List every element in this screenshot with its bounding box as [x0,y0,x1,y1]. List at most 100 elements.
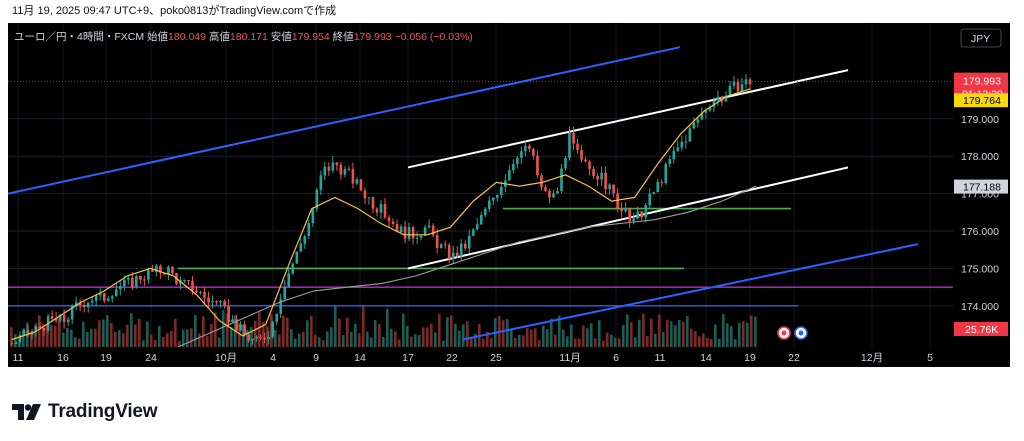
candle-body [532,148,535,156]
volume-bar [90,328,93,347]
candle-body [467,235,471,249]
legend-open: 180.049 [168,31,206,43]
time-tick-label: 11 [655,352,666,364]
price-chart[interactable]: 174.000175.000176.000177.000178.000179.0… [8,23,1010,367]
volume-bar [550,318,553,347]
volume-bar [574,338,577,347]
volume-bar [510,328,513,347]
volume-bar [202,316,205,347]
candle-body [371,197,375,209]
volume-bar [342,335,345,347]
volume-bar [414,334,417,347]
volume-bar [722,314,725,347]
volume-bar [634,337,637,347]
candle-body [516,157,519,165]
volume-bar [750,315,753,347]
volume-bar [358,333,361,347]
volume-bar [594,338,597,347]
volume-bar [18,338,21,347]
candle-body [367,197,371,199]
volume-bar [70,329,73,347]
moving-averages [11,88,757,348]
volume-bars [10,305,757,347]
chart-panel[interactable]: 174.000 175.000 176.000 177.000 178.000 179.0… [8,23,1010,367]
volume-bar [318,337,321,347]
candle-body [251,338,254,341]
candle-body [628,208,631,222]
volume-bar [370,337,373,347]
volume-bar [506,319,509,347]
volume-bar [74,337,77,347]
time-tick-label: 10月 [215,352,237,364]
volume-bar [150,334,153,347]
candle-body [391,221,395,224]
volume-bar [270,314,273,347]
candle-body [279,299,283,314]
volume-bar [678,319,681,347]
candle-body [592,168,595,176]
candle-body [114,289,118,297]
candle-body [676,147,680,151]
volume-bar [86,331,89,347]
candle-body [283,286,287,300]
candle-body [419,235,423,238]
candle-body [110,296,114,299]
volume-bar [122,333,125,347]
currency-button[interactable] [960,28,1002,48]
candle-body [580,149,583,160]
candle-body [299,243,303,252]
volume-bar [190,328,193,347]
volume-bar [674,325,677,347]
candle-body [712,100,716,108]
candle-body [492,197,495,201]
candle-body [524,145,527,152]
candle-body [652,192,656,194]
candle-body [183,279,186,281]
volume-bar [666,319,669,347]
price-axis[interactable]: 174.000175.000176.000177.000178.000179.0… [8,23,1010,367]
candle-body [520,151,523,158]
volume-bar [694,330,697,347]
candle-body [239,324,242,331]
ohlc-legend: ユーロ／円・4時間・FXCM 始値180.049 高値180.171 安値179… [14,30,473,43]
ma-slow-tag [954,179,1008,194]
time-axis[interactable]: 11 16 19 24 10月 4 9 14 17 22 25 11月 6 11 14 19 22 12月 5 [8,347,1010,367]
tradingview-logo[interactable]: TradingView [12,401,158,423]
legend-change: −0.056 (−0.03%) [392,31,473,43]
candle-body [275,313,279,322]
volume-bar [174,318,177,347]
candle-body [640,211,644,218]
candle-body [94,295,98,301]
volume-bar [502,320,505,347]
candle-body [672,150,676,160]
volume-bar [198,333,201,347]
legend-low: 179.954 [292,31,330,43]
candle-body [636,211,639,219]
time-tick-label: 16 [57,352,69,364]
candle-body [556,191,559,194]
volume-bar [754,316,757,347]
candle-body [544,187,547,191]
volume-bar [546,328,549,347]
time-axis-bg [8,347,1010,367]
candle-body [451,252,455,259]
candle-body [600,172,603,180]
candle-body [568,132,571,158]
candle-body [219,301,222,303]
volume-bar [542,325,545,347]
candle-body [664,163,668,183]
candle-body [708,107,712,111]
candle-body [443,244,447,246]
candle-body [343,169,347,175]
volume-bar [562,329,565,347]
candle-body [455,252,459,257]
candle-body [243,324,246,335]
volume-bar [166,333,169,347]
white-channel-lower [407,166,849,270]
volume-bar [410,336,413,347]
candle-body [423,227,427,236]
candle-body [199,292,202,294]
candle-body [483,208,487,215]
volume-bar [354,323,357,347]
volume-bar [434,332,437,347]
